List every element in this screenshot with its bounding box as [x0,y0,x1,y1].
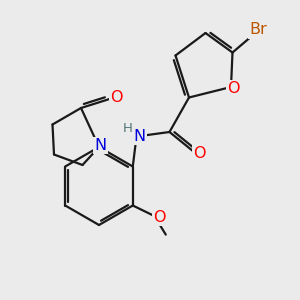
Text: N: N [134,129,146,144]
Text: O: O [227,81,239,96]
Text: O: O [154,210,166,225]
Text: O: O [110,90,122,105]
Text: N: N [94,138,106,153]
Text: O: O [193,146,206,160]
Text: Br: Br [249,22,267,38]
Text: H: H [123,122,132,135]
